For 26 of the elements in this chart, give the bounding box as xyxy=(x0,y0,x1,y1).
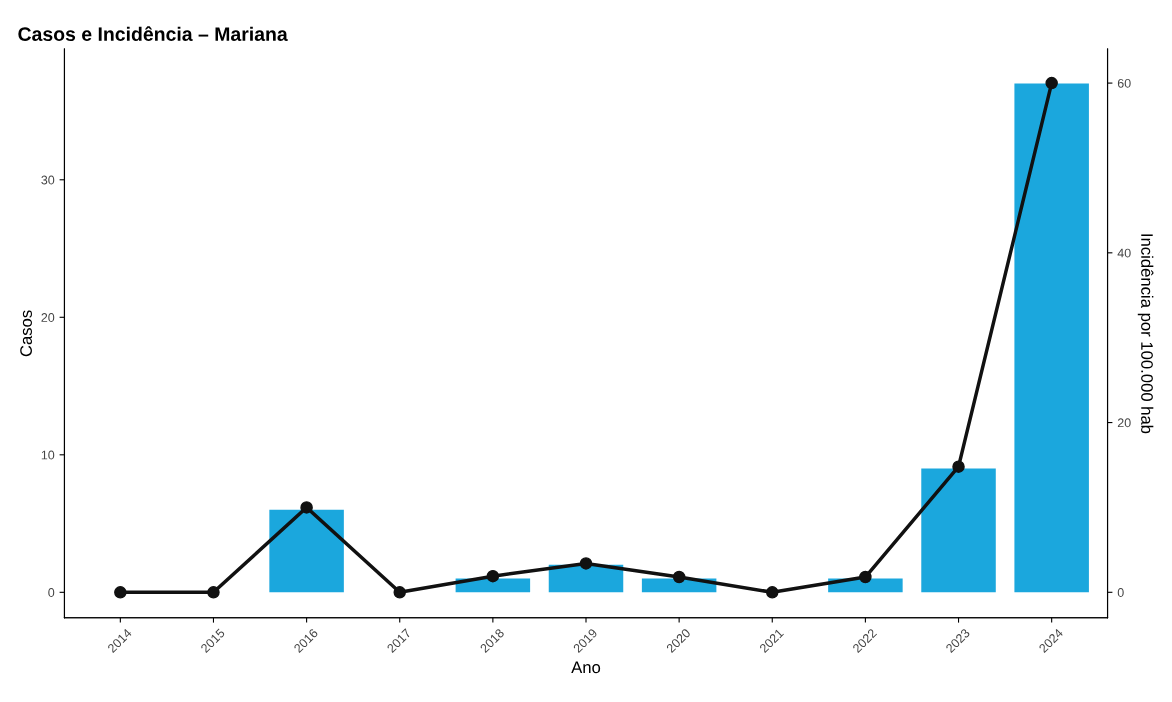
y2-axis-title: Incidência por 100.000 hab xyxy=(1137,234,1154,434)
point xyxy=(207,586,220,599)
point xyxy=(486,569,500,583)
chart-title: Casos e Incidência – Mariana xyxy=(18,26,288,41)
point xyxy=(766,586,779,599)
y2-tick-label: 40 xyxy=(1117,248,1131,258)
y-tick-label: 0 xyxy=(48,588,55,597)
point xyxy=(393,586,406,599)
point xyxy=(579,557,593,570)
y2-tick-label: 0 xyxy=(1117,588,1124,597)
bar xyxy=(1014,83,1089,593)
bar xyxy=(921,468,996,593)
y-axis-title: Casos xyxy=(20,310,32,357)
point xyxy=(114,586,127,599)
y-tick-label: 30 xyxy=(41,175,55,185)
point xyxy=(952,460,965,473)
x-axis-title: Ano xyxy=(571,661,601,674)
point xyxy=(300,501,313,514)
point xyxy=(1045,76,1058,90)
y2-tick-label: 60 xyxy=(1117,78,1131,88)
point xyxy=(672,570,686,584)
point xyxy=(859,570,872,584)
y-tick-label: 20 xyxy=(41,313,55,322)
y-tick-label: 10 xyxy=(41,450,55,460)
y2-tick-label: 20 xyxy=(1117,418,1131,428)
bar xyxy=(269,509,344,593)
